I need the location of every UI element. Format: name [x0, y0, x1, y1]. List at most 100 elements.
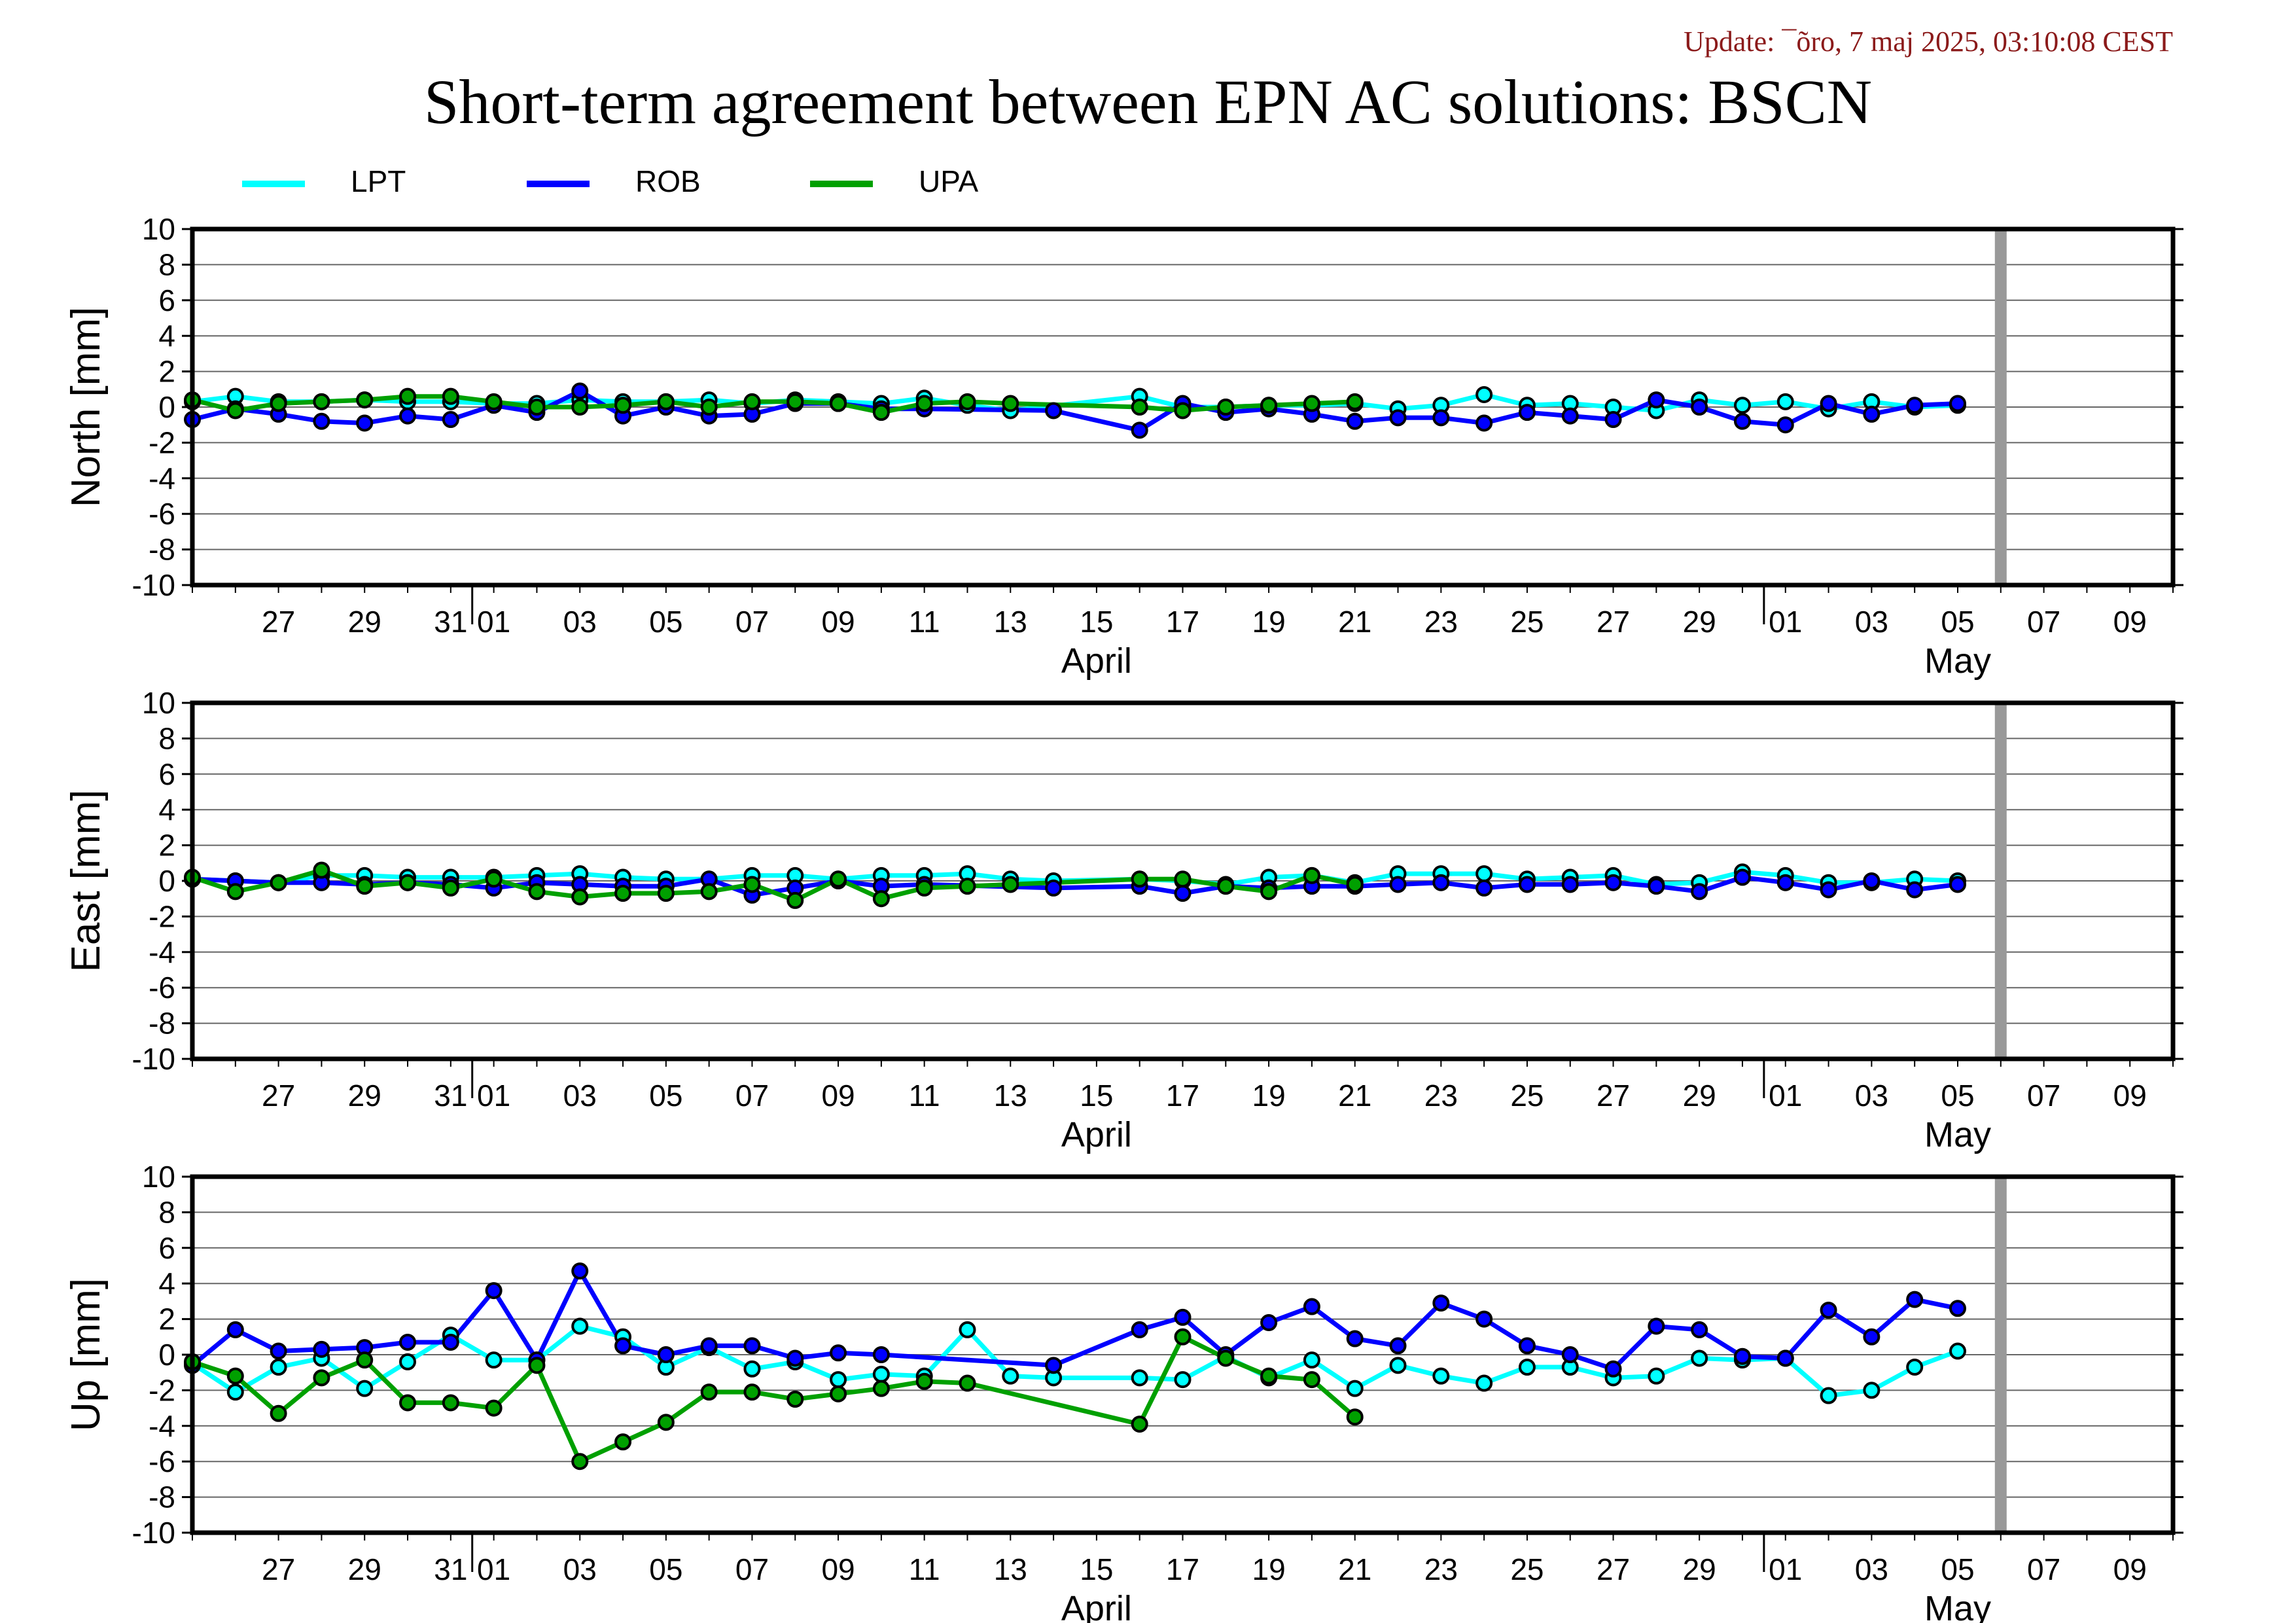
data-point-upa — [786, 1391, 804, 1408]
data-point-rob — [1475, 414, 1493, 432]
y-tick-label: 8 — [158, 247, 175, 281]
data-point-upa — [872, 1380, 890, 1397]
data-point-rob — [1820, 1302, 1837, 1319]
x-tick-label: 29 — [348, 1552, 381, 1586]
data-point-upa — [614, 885, 632, 902]
y-tick-label: 4 — [158, 793, 175, 827]
y-axis-label: Up [mm] — [63, 1278, 109, 1431]
data-point-upa — [700, 883, 718, 901]
data-point-upa — [270, 395, 287, 412]
x-tick-label: 13 — [994, 605, 1027, 639]
data-point-upa — [1131, 1416, 1148, 1433]
data-point-lpt — [743, 1360, 761, 1378]
data-point-rob — [872, 1346, 890, 1363]
x-tick-label: 01 — [477, 605, 510, 639]
data-point-lpt — [1518, 1359, 1536, 1376]
data-point-upa — [743, 393, 761, 410]
data-point-lpt — [1949, 1342, 1966, 1360]
data-point-lpt — [1432, 1367, 1450, 1385]
x-tick-label: 11 — [909, 1079, 940, 1113]
x-tick-label: 25 — [1510, 1079, 1544, 1113]
x-tick-label: 09 — [2113, 605, 2147, 639]
data-point-rob — [226, 1321, 244, 1338]
y-tick-label: -2 — [149, 425, 175, 459]
x-tick-label: 27 — [262, 605, 295, 639]
x-tick-label: 09 — [821, 1079, 855, 1113]
data-point-upa — [399, 1394, 417, 1412]
y-tick-label: -4 — [149, 935, 175, 969]
data-point-lpt — [1475, 1374, 1493, 1392]
legend-swatch-lpt — [242, 181, 305, 187]
y-tick-label: -10 — [132, 1516, 175, 1550]
x-tick-label: 09 — [821, 605, 855, 639]
data-point-rob — [1906, 397, 1924, 414]
data-point-lpt — [1733, 397, 1751, 414]
x-tick-label: 27 — [262, 1552, 295, 1586]
y-tick-label: -4 — [149, 1409, 175, 1443]
plot-frame — [190, 700, 2176, 1061]
data-point-rob — [1604, 1360, 1622, 1378]
data-point-upa — [528, 1357, 546, 1374]
data-point-rob — [1045, 1357, 1063, 1374]
data-point-upa — [1174, 870, 1192, 888]
x-tick-label: 21 — [1338, 1079, 1371, 1113]
data-point-rob — [1346, 412, 1364, 430]
data-point-rob — [1475, 1310, 1493, 1328]
data-point-rob — [485, 1282, 503, 1300]
legend-label-rob: ROB — [635, 164, 701, 198]
data-point-upa — [313, 393, 330, 410]
data-point-upa — [1346, 393, 1364, 410]
data-point-rob — [1733, 412, 1751, 430]
data-point-rob — [1776, 874, 1794, 891]
data-point-rob — [614, 1337, 632, 1355]
data-point-rob — [743, 1337, 761, 1355]
data-point-lpt — [1475, 865, 1493, 883]
x-tick-label: 23 — [1424, 1552, 1458, 1586]
data-point-upa — [356, 878, 374, 895]
y-tick-label: 0 — [158, 390, 175, 424]
x-tick-label: 29 — [348, 605, 381, 639]
data-point-rob — [571, 382, 589, 400]
y-tick-label: 6 — [158, 1231, 175, 1265]
x-tick-label: 27 — [1597, 1079, 1630, 1113]
data-point-rob — [1432, 409, 1450, 427]
data-point-lpt — [399, 1353, 417, 1370]
data-point-upa — [700, 399, 718, 416]
data-point-rob — [1776, 416, 1794, 434]
data-point-upa — [1131, 870, 1148, 888]
x-tick-label: 31 — [434, 1552, 467, 1586]
x-tick-label: 13 — [994, 1552, 1027, 1586]
x-tick-label: 07 — [735, 1552, 769, 1586]
data-point-upa — [270, 874, 287, 891]
data-point-upa — [1303, 1371, 1320, 1389]
x-tick-label: 09 — [2113, 1079, 2147, 1113]
data-point-lpt — [1475, 385, 1493, 403]
data-point-upa — [700, 1383, 718, 1401]
legend: LPT ROB UPA — [0, 156, 1112, 208]
data-point-upa — [1217, 399, 1235, 416]
x-tick-label: 23 — [1424, 1079, 1458, 1113]
data-point-upa — [226, 883, 244, 901]
data-point-upa — [485, 870, 503, 888]
gap-marker-bar — [1994, 703, 2007, 1059]
x-tick-label: 25 — [1510, 1552, 1544, 1586]
x-tick-label: 03 — [563, 1552, 597, 1586]
data-point-rob — [1820, 881, 1837, 899]
x-tick-label: 17 — [1166, 1552, 1199, 1586]
data-point-lpt — [356, 1380, 374, 1397]
x-tick-label: 03 — [1855, 1552, 1888, 1586]
x-tick-label: 13 — [994, 1079, 1027, 1113]
x-tick-label: 29 — [1683, 605, 1716, 639]
data-point-upa — [1303, 866, 1320, 884]
x-tick-label: 25 — [1510, 605, 1544, 639]
data-point-rob — [356, 414, 374, 432]
data-point-upa — [959, 1374, 976, 1392]
x-tick-label: 03 — [1855, 1079, 1888, 1113]
data-point-upa — [614, 397, 632, 414]
month-label: May — [1924, 1115, 1991, 1154]
data-point-upa — [356, 391, 374, 409]
data-point-upa — [226, 1367, 244, 1385]
data-point-upa — [571, 1453, 589, 1471]
data-point-rob — [1174, 1308, 1192, 1326]
